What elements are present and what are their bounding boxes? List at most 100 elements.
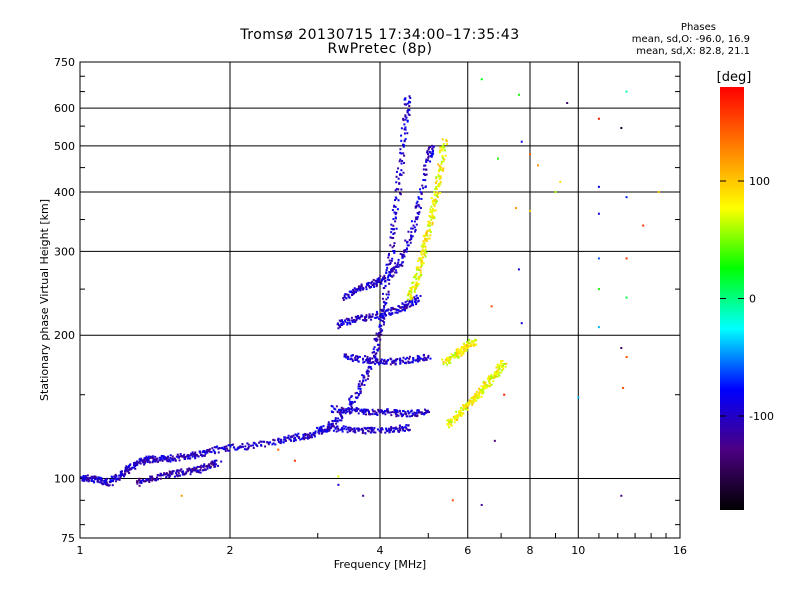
data-point	[338, 411, 341, 414]
data-point	[406, 132, 409, 135]
data-point	[169, 474, 172, 477]
data-point	[423, 356, 426, 359]
data-point	[340, 408, 343, 411]
data-point	[409, 241, 412, 244]
data-point	[431, 207, 434, 210]
data-point	[369, 366, 372, 369]
data-point	[320, 430, 323, 433]
data-point	[401, 264, 404, 267]
data-point	[92, 480, 95, 483]
data-point	[436, 193, 439, 196]
data-point	[356, 391, 359, 394]
data-point	[467, 345, 470, 348]
data-point	[420, 193, 423, 196]
data-point	[370, 426, 373, 429]
data-point	[429, 231, 432, 234]
data-point	[439, 191, 442, 194]
data-point	[415, 272, 418, 275]
data-point	[385, 302, 388, 305]
data-point	[424, 173, 427, 176]
data-point	[357, 317, 360, 320]
data-point	[81, 478, 84, 481]
data-point	[430, 210, 433, 213]
data-point	[427, 356, 430, 359]
data-point	[375, 340, 378, 343]
data-point	[425, 409, 428, 412]
data-point	[334, 418, 337, 421]
data-point	[317, 430, 320, 433]
x-tick-label: 8	[527, 544, 534, 557]
data-point	[339, 413, 342, 416]
data-point	[416, 414, 419, 417]
data-point	[189, 457, 192, 460]
x-axis-ticks: 1 2 4 6 8 10 16	[77, 533, 687, 557]
data-point	[323, 428, 326, 431]
data-point	[620, 494, 623, 497]
data-point	[404, 98, 407, 101]
data-point	[328, 429, 331, 432]
data-point	[384, 276, 387, 279]
data-point	[352, 293, 355, 296]
data-point	[469, 343, 472, 346]
data-point	[423, 254, 426, 257]
data-point	[388, 273, 391, 276]
data-point	[625, 90, 628, 93]
data-point	[416, 300, 419, 303]
data-point	[412, 224, 415, 227]
data-point	[462, 408, 465, 411]
data-point	[138, 461, 141, 464]
data-point	[124, 467, 127, 470]
data-point	[504, 365, 507, 368]
data-point	[348, 321, 351, 324]
data-point	[227, 444, 230, 447]
data-point	[327, 421, 330, 424]
data-point	[501, 359, 504, 362]
data-point	[343, 355, 346, 358]
data-point	[115, 478, 118, 481]
data-point	[413, 296, 416, 299]
data-point	[376, 316, 379, 319]
data-point	[166, 459, 169, 462]
data-point	[206, 449, 209, 452]
data-point	[383, 321, 386, 324]
data-point	[439, 168, 442, 171]
data-point	[169, 460, 172, 463]
data-point	[159, 459, 162, 462]
data-point	[103, 479, 106, 482]
data-point	[485, 386, 488, 389]
data-point	[400, 152, 403, 155]
data-point	[399, 252, 402, 255]
data-point	[398, 426, 401, 429]
data-point	[493, 372, 496, 375]
data-point	[470, 400, 473, 403]
data-point	[408, 113, 411, 116]
data-point	[431, 221, 434, 224]
data-point	[349, 323, 352, 326]
data-point	[394, 199, 397, 202]
data-point	[343, 427, 346, 430]
data-point	[466, 346, 469, 349]
data-point	[395, 197, 398, 200]
data-point	[145, 455, 148, 458]
data-point	[338, 419, 341, 422]
data-point	[367, 411, 370, 414]
data-point	[428, 214, 431, 217]
data-point	[418, 211, 421, 214]
data-point	[402, 306, 405, 309]
data-point	[388, 252, 391, 255]
data-point	[383, 313, 386, 316]
data-point	[368, 410, 371, 413]
data-point	[169, 454, 172, 457]
data-point	[394, 216, 397, 219]
data-point	[408, 100, 411, 103]
data-point	[427, 224, 430, 227]
data-point	[340, 411, 343, 414]
data-point	[391, 275, 394, 278]
data-point	[493, 374, 496, 377]
data-point	[425, 159, 428, 162]
data-point	[378, 280, 381, 283]
data-point	[367, 370, 370, 373]
data-point	[189, 468, 192, 471]
data-point	[309, 436, 312, 439]
data-point	[402, 171, 405, 174]
